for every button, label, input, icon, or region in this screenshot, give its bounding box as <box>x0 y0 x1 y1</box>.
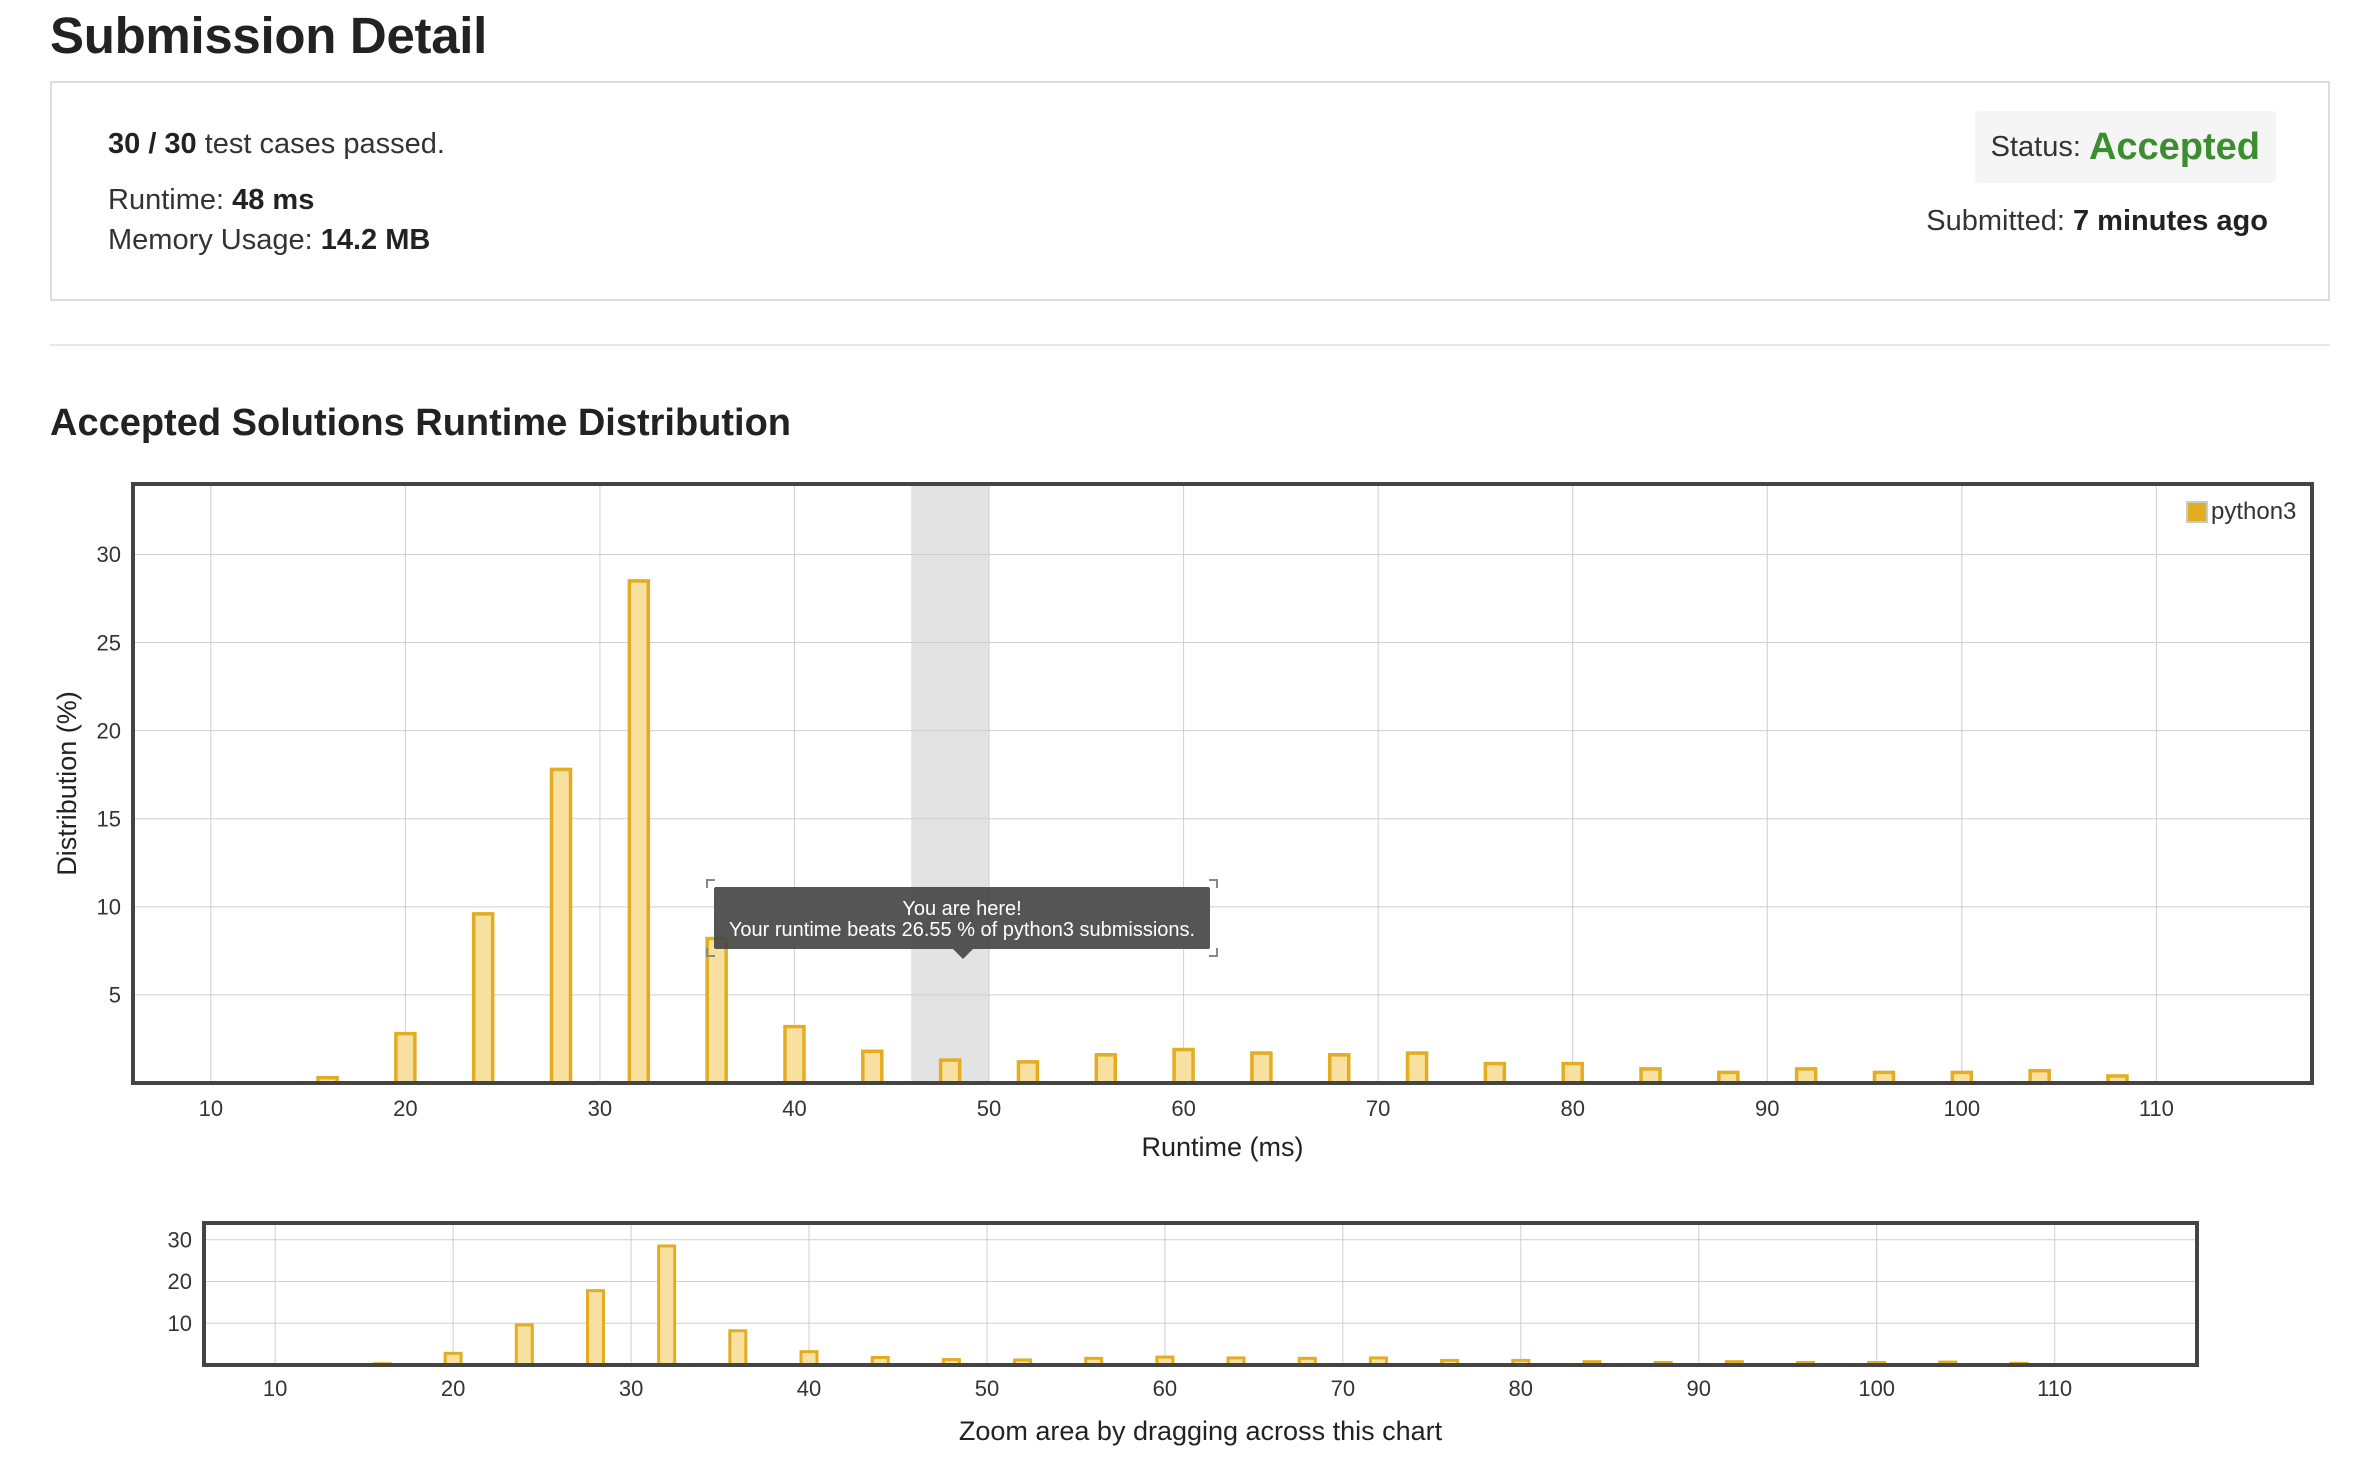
distribution-bar <box>1794 1067 1818 1085</box>
x-tick-label: 80 <box>1560 1096 1584 1121</box>
distribution-bar <box>1172 1047 1195 1085</box>
section-divider <box>50 344 2330 346</box>
tooltip-line-2: Your runtime beats 26.55 % of python3 su… <box>728 919 1196 941</box>
current-runtime-band <box>911 484 990 1083</box>
runtime-value: 48 ms <box>232 184 315 216</box>
memory-label: Memory Usage: <box>108 224 313 256</box>
x-tick-label: 60 <box>1171 1096 1195 1121</box>
y-tick-label: 20 <box>97 718 121 743</box>
x-tick-label: 30 <box>588 1096 612 1121</box>
test-cases-line: 30 / 30 test cases passed. <box>108 128 445 161</box>
distribution-bar <box>549 767 573 1085</box>
x-tick-label: 50 <box>975 1376 999 1401</box>
x-tick-label: 40 <box>782 1096 806 1121</box>
x-tick-label: 50 <box>977 1096 1001 1121</box>
tooltip-corner <box>1209 879 1218 888</box>
tooltip-corner <box>706 879 715 888</box>
distribution-bar <box>1094 1053 1118 1085</box>
distribution-bar <box>627 579 651 1085</box>
x-axis-label: Runtime (ms) <box>1141 1132 1303 1162</box>
distribution-bar <box>1639 1067 1662 1085</box>
test-cases-text: test cases passed. <box>204 128 445 160</box>
y-tick-label: 5 <box>109 983 121 1008</box>
distribution-bar <box>585 1289 605 1367</box>
tooltip-arrow <box>953 949 973 959</box>
distribution-bar <box>861 1049 884 1085</box>
status-box: Status: Accepted <box>1974 111 2276 183</box>
tooltip-corner <box>706 948 715 957</box>
distribution-bar <box>471 912 495 1085</box>
x-tick-label: 20 <box>393 1096 417 1121</box>
y-tick-label: 15 <box>97 806 121 831</box>
distribution-bar <box>799 1350 819 1367</box>
distribution-bar <box>394 1031 417 1085</box>
x-tick-label: 10 <box>263 1376 287 1401</box>
legend-label: python3 <box>2211 498 2296 525</box>
legend-swatch <box>2186 501 2208 523</box>
x-tick-label: 60 <box>1153 1376 1177 1401</box>
memory-line: Memory Usage: 14.2 MB <box>108 224 430 257</box>
distribution-bar <box>1405 1051 1429 1085</box>
distribution-bar <box>1250 1051 1273 1085</box>
status-value[interactable]: Accepted <box>2088 125 2260 168</box>
x-tick-label: 40 <box>797 1376 821 1401</box>
distribution-bar <box>1561 1061 1584 1085</box>
x-tick-label: 110 <box>2139 1096 2174 1121</box>
runtime-label: Runtime: <box>108 184 225 216</box>
distribution-bar <box>1327 1053 1351 1085</box>
section-title: Accepted Solutions Runtime Distribution <box>50 402 792 444</box>
y-tick-label: 25 <box>97 630 121 655</box>
y-axis-label: Distribution (%) <box>52 691 82 876</box>
zoom-navigator-chart[interactable]: 10 20 30 40 50 60 70 80 90 100 110 10 20 30 Zoom area … <box>0 1200 2374 1460</box>
runtime-distribution-chart[interactable]: 10 20 30 40 50 60 70 80 90 100 110 5 10 15 20 25 30 Runti… <box>0 460 2374 1180</box>
x-axis-label: Zoom area by dragging across this chart <box>959 1416 1443 1446</box>
submitted-line: Submitted: 7 minutes ago <box>1926 205 2268 238</box>
you-are-here-tooltip: You are here! Your runtime beats 26.55 %… <box>706 879 1218 959</box>
page-title: Submission Detail <box>50 7 487 64</box>
plot-frame <box>202 1221 2199 1367</box>
x-tick-label: 90 <box>1755 1096 1779 1121</box>
y-tick-label: 20 <box>168 1269 192 1294</box>
y-tick-label: 10 <box>97 895 121 920</box>
distribution-bar <box>657 1244 677 1367</box>
x-tick-label: 100 <box>1943 1096 1980 1121</box>
memory-value: 14.2 MB <box>320 224 431 256</box>
plot-frame <box>131 482 2314 1085</box>
x-tick-label: 70 <box>1366 1096 1390 1121</box>
runtime-line: Runtime: 48 ms <box>108 184 314 217</box>
y-tick-label: 30 <box>168 1227 192 1252</box>
distribution-bar <box>728 1329 748 1367</box>
submitted-value: 7 minutes ago <box>2073 205 2268 237</box>
y-tick-label: 10 <box>168 1311 192 1336</box>
x-tick-label: 70 <box>1331 1376 1355 1401</box>
x-tick-label: 90 <box>1687 1376 1711 1401</box>
distribution-bar <box>514 1323 534 1367</box>
x-tick-label: 80 <box>1509 1376 1533 1401</box>
y-tick-label: 30 <box>97 542 121 567</box>
distribution-bar <box>783 1024 806 1085</box>
x-tick-label: 100 <box>1858 1376 1895 1401</box>
x-tick-label: 110 <box>2037 1376 2072 1401</box>
submitted-label: Submitted: <box>1926 205 2065 237</box>
submission-summary-panel: 30 / 30 test cases passed. Runtime: 48 m… <box>50 81 2330 301</box>
x-tick-label: 30 <box>619 1376 643 1401</box>
tooltip-line-1: You are here! <box>902 898 1022 920</box>
status-label: Status: <box>1990 130 2081 163</box>
distribution-bar <box>1016 1060 1040 1085</box>
distribution-bar <box>705 936 728 1085</box>
distribution-bar <box>1483 1061 1507 1085</box>
tooltip-corner <box>1209 948 1218 957</box>
x-tick-label: 10 <box>199 1096 223 1121</box>
test-cases-count: 30 / 30 <box>108 128 197 160</box>
distribution-bar <box>938 1058 962 1085</box>
x-tick-label: 20 <box>441 1376 465 1401</box>
